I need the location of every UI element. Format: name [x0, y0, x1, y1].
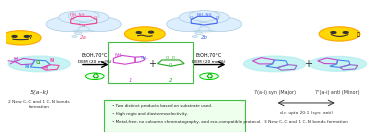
Circle shape	[12, 36, 17, 37]
Circle shape	[46, 17, 88, 32]
FancyBboxPatch shape	[108, 42, 193, 83]
Circle shape	[136, 32, 141, 33]
Text: d.r. upto 20:1 (syn: anti): d.r. upto 20:1 (syn: anti)	[280, 111, 333, 115]
Text: N: N	[25, 64, 29, 69]
Text: • Metal-free, no coloumn chromatography, and eco-compatible protocol.: • Metal-free, no coloumn chromatography,…	[112, 120, 261, 124]
Text: DEM (20 mol%): DEM (20 mol%)	[78, 60, 112, 64]
Circle shape	[149, 31, 153, 33]
Circle shape	[331, 32, 336, 33]
Text: • High regio and diastereoselectivity.: • High regio and diastereoselectivity.	[112, 112, 187, 116]
Circle shape	[189, 11, 220, 21]
Text: 👍: 👍	[356, 32, 359, 37]
Text: ?: ?	[28, 35, 31, 40]
Circle shape	[75, 11, 109, 23]
Text: H: H	[14, 57, 18, 62]
Circle shape	[72, 36, 77, 38]
Text: 3 New C–C and 1 C–N bonds formation: 3 New C–C and 1 C–N bonds formation	[264, 120, 348, 124]
Circle shape	[56, 13, 112, 32]
Text: H: H	[44, 66, 48, 71]
Circle shape	[177, 13, 232, 32]
Circle shape	[179, 11, 212, 23]
Text: DEM (20 mol%): DEM (20 mol%)	[192, 60, 226, 64]
Circle shape	[79, 17, 121, 32]
Text: NH: NH	[115, 53, 122, 58]
Text: ♻: ♻	[91, 72, 99, 81]
Text: 2: 2	[169, 78, 173, 83]
Circle shape	[319, 27, 360, 41]
Text: +: +	[304, 59, 312, 69]
Circle shape	[200, 73, 218, 80]
Circle shape	[195, 32, 202, 35]
Circle shape	[199, 27, 210, 31]
Text: O: O	[169, 63, 172, 67]
Text: HN  NH: HN NH	[70, 13, 84, 17]
Text: 1: 1	[128, 78, 132, 83]
Circle shape	[343, 32, 348, 33]
Text: O: O	[190, 16, 193, 20]
Text: +: +	[148, 59, 156, 69]
Text: ♻: ♻	[205, 72, 213, 81]
Text: 2a: 2a	[80, 35, 87, 40]
Text: 7'(a-i) anti (Minor): 7'(a-i) anti (Minor)	[315, 90, 360, 95]
Circle shape	[0, 31, 41, 45]
Text: O: O	[94, 16, 97, 20]
Circle shape	[59, 11, 92, 23]
Circle shape	[68, 11, 99, 21]
Text: O: O	[82, 24, 85, 28]
Text: 2 New C–C and 1 C–N bonds
formation: 2 New C–C and 1 C–N bonds formation	[8, 100, 70, 109]
Ellipse shape	[243, 56, 306, 72]
Circle shape	[85, 73, 104, 80]
Circle shape	[167, 17, 208, 32]
Text: 2b: 2b	[201, 35, 208, 40]
Text: O: O	[70, 16, 74, 20]
Circle shape	[24, 36, 29, 37]
Text: 5(a–k): 5(a–k)	[29, 90, 49, 95]
Text: NH  NH: NH NH	[197, 13, 211, 17]
Ellipse shape	[309, 57, 367, 71]
Text: N: N	[49, 58, 54, 63]
Text: ✋: ✋	[156, 33, 158, 37]
Text: • Two distinct products based on substrate used.: • Two distinct products based on substra…	[112, 104, 212, 108]
Circle shape	[196, 11, 229, 23]
Ellipse shape	[8, 56, 70, 72]
Circle shape	[192, 36, 198, 38]
Text: O  O: O O	[166, 56, 175, 60]
Text: Cl: Cl	[36, 60, 41, 65]
FancyBboxPatch shape	[104, 100, 245, 132]
Circle shape	[78, 27, 89, 31]
Circle shape	[124, 27, 165, 41]
Circle shape	[200, 17, 242, 32]
Text: O: O	[215, 16, 219, 20]
Text: NH₂: NH₂	[140, 56, 148, 60]
Text: EtOH,70°C: EtOH,70°C	[82, 53, 108, 58]
Circle shape	[74, 32, 82, 35]
Text: 7(a-i) syn (Major): 7(a-i) syn (Major)	[254, 90, 296, 95]
Text: EtOH,70°C: EtOH,70°C	[196, 53, 222, 58]
